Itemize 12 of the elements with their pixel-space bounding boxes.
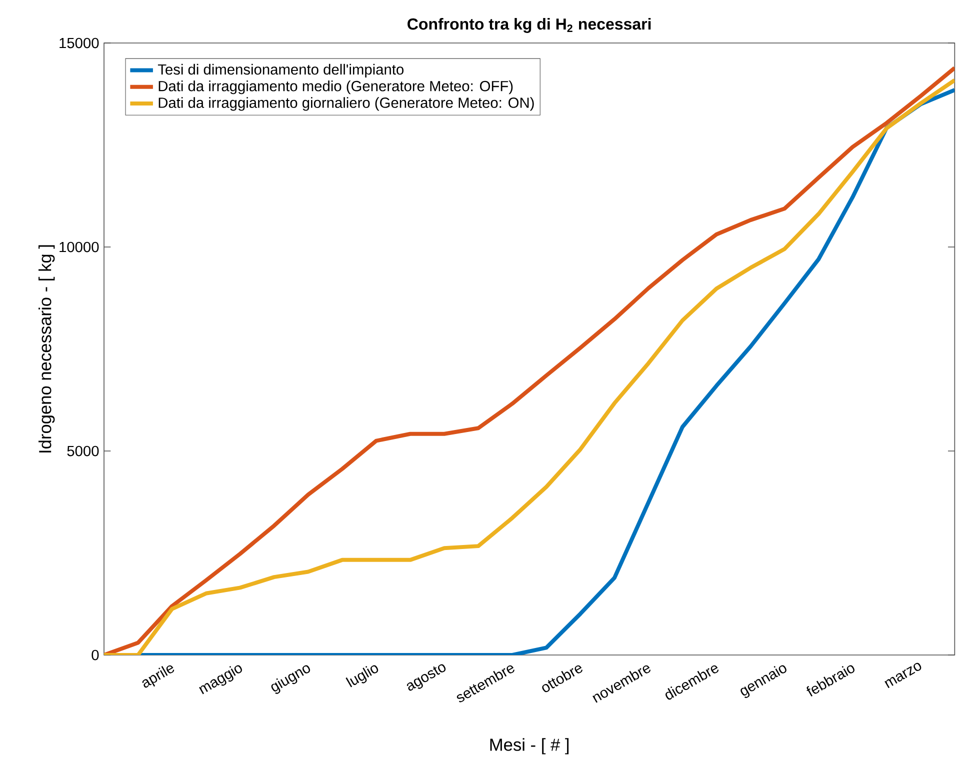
legend-label: Dati da irraggiamento medio (Generatore Meteo: OFF) — [158, 80, 513, 94]
chart-title: Confronto tra kg di H$_{2}$ necessari — [408, 18, 651, 33]
x-tick-label: luglio — [346, 665, 378, 688]
y-tick-label: 15000 — [60, 38, 99, 48]
y-tick-label: 10000 — [60, 242, 99, 252]
y-tick-label: 5000 — [67, 446, 99, 456]
legend-label: Tesi di dimensionamento dell'impianto — [158, 64, 404, 78]
x-tick-label: aprile — [142, 665, 174, 688]
y-tick-label: 0 — [92, 650, 99, 660]
x-axis-title: Mesi - [ # ] — [490, 738, 569, 754]
y-axis-title: Idrogeno necessario - [ kg ] — [38, 245, 55, 452]
legend-label: Dati da irraggiamento giornaliero (Generatore Meteo: ON) — [158, 97, 534, 111]
